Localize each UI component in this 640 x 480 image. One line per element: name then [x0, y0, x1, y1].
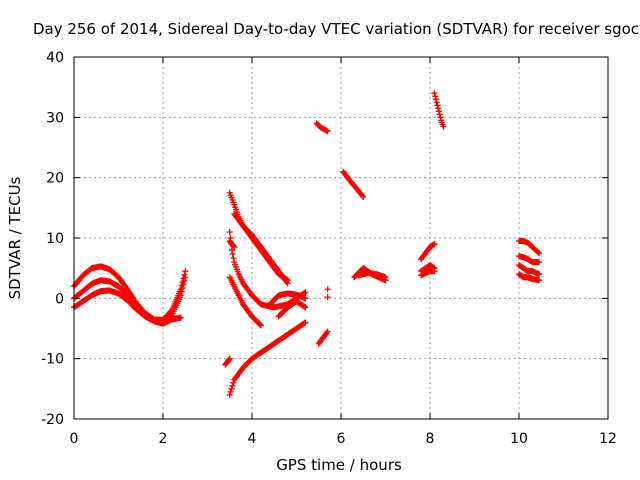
data-point [436, 111, 443, 118]
series-arc-16 [340, 168, 367, 200]
data-point [302, 304, 309, 311]
data-point [360, 193, 367, 200]
data-point [226, 355, 233, 362]
y-tick-label: 40 [46, 50, 64, 66]
y-axis-label: SDTVAR / TECUs [6, 176, 24, 299]
data-point [432, 93, 439, 100]
data-point [431, 268, 438, 275]
data-point [302, 319, 309, 326]
data-point [257, 321, 264, 328]
data-point [257, 322, 264, 329]
data-point [179, 285, 186, 292]
data-point [536, 259, 543, 266]
data-point [228, 385, 235, 392]
data-point [535, 249, 542, 256]
data-point [434, 102, 441, 109]
series-arc-4 [222, 355, 233, 368]
x-tick-label: 12 [599, 431, 617, 447]
x-axis-label: GPS time / hours [276, 456, 402, 474]
data-point [440, 123, 447, 130]
data-point [227, 388, 234, 395]
data-point [230, 243, 237, 250]
data-point [435, 108, 442, 115]
series-arc-26 [516, 271, 543, 284]
data-point [180, 281, 187, 288]
y-tick-label: 10 [46, 231, 64, 247]
series-arc-9 [231, 210, 291, 284]
y-tick-label: 0 [55, 291, 64, 307]
x-tick-label: 2 [159, 431, 168, 447]
data-marks [71, 90, 543, 398]
y-tick-label: -10 [41, 352, 64, 368]
data-point [302, 295, 309, 302]
data-point [228, 247, 235, 254]
grid-lines [74, 57, 608, 419]
data-point [437, 114, 444, 121]
series-arc-19 [418, 241, 438, 263]
series-arc-11 [266, 290, 309, 308]
data-point [182, 268, 189, 275]
data-point [226, 356, 233, 363]
y-tick-label: -20 [41, 412, 64, 428]
data-point [324, 328, 331, 335]
x-tick-label: 10 [510, 431, 528, 447]
data-point [177, 314, 184, 321]
x-tick-label: 4 [248, 431, 257, 447]
data-point [324, 294, 331, 301]
series-arc-24 [516, 253, 543, 266]
data-point [302, 289, 309, 296]
series-arc-22 [431, 90, 447, 130]
x-tick-label: 0 [70, 431, 79, 447]
data-point [359, 192, 366, 199]
data-point [536, 250, 543, 257]
data-point [230, 255, 237, 262]
data-point [229, 382, 236, 389]
series-arc-13 [315, 328, 331, 347]
series-arc-25 [516, 262, 543, 278]
data-point [433, 99, 440, 106]
data-point [431, 241, 438, 248]
data-point [230, 379, 237, 386]
data-point [181, 277, 188, 284]
data-point [431, 90, 438, 97]
data-point [177, 292, 184, 299]
series-arc-6 [226, 274, 264, 329]
y-tick-label: 30 [46, 110, 64, 126]
y-tick-label: 20 [46, 171, 64, 187]
series-arc-10 [226, 238, 238, 251]
chart-title: Day 256 of 2014, Sidereal Day-to-day VTE… [33, 20, 639, 38]
data-point [382, 274, 389, 281]
axis-ticks: 0 2 4 6 8 10 12 -20 -10 0 10 20 30 40 [41, 50, 617, 447]
series-arc-5 [226, 319, 309, 398]
data-point [432, 96, 439, 103]
data-point [229, 251, 236, 258]
series-arc-14 [324, 286, 331, 301]
data-point [226, 391, 233, 398]
series-arc-15 [313, 120, 331, 135]
data-point [324, 286, 331, 293]
series-arc-12 [275, 298, 309, 320]
x-tick-label: 6 [337, 431, 346, 447]
series-arc-3 [71, 287, 184, 327]
series-arc-23 [516, 238, 543, 257]
data-point [182, 274, 189, 281]
series-arc-7 [226, 228, 309, 311]
data-point [536, 277, 543, 284]
data-point [178, 288, 185, 295]
data-point [284, 277, 291, 284]
data-point [324, 128, 331, 135]
data-point [323, 329, 330, 336]
series-arc-18 [355, 269, 389, 281]
data-point [536, 271, 543, 278]
series-arc-21 [418, 268, 438, 279]
data-point [435, 105, 442, 112]
data-point [231, 244, 238, 251]
data-point [226, 228, 233, 235]
x-tick-label: 8 [426, 431, 435, 447]
